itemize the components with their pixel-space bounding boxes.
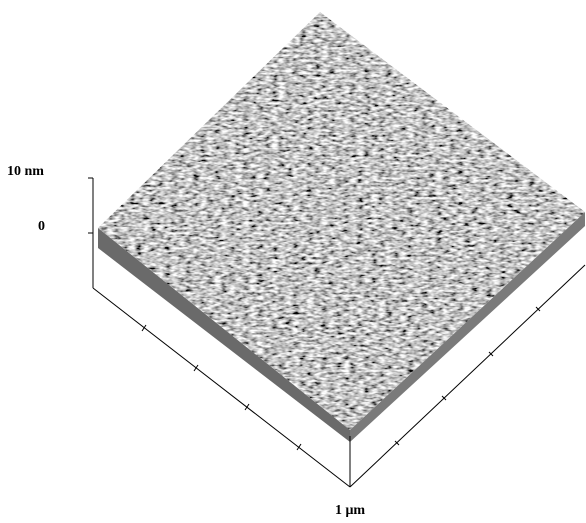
scale-label: 1 μm [335, 503, 365, 518]
afm-figure: 10 nm 0 1 μm [0, 0, 586, 523]
surface [98, 12, 585, 430]
z-max-label: 10 nm [7, 164, 44, 179]
z-zero-label: 0 [38, 219, 45, 234]
